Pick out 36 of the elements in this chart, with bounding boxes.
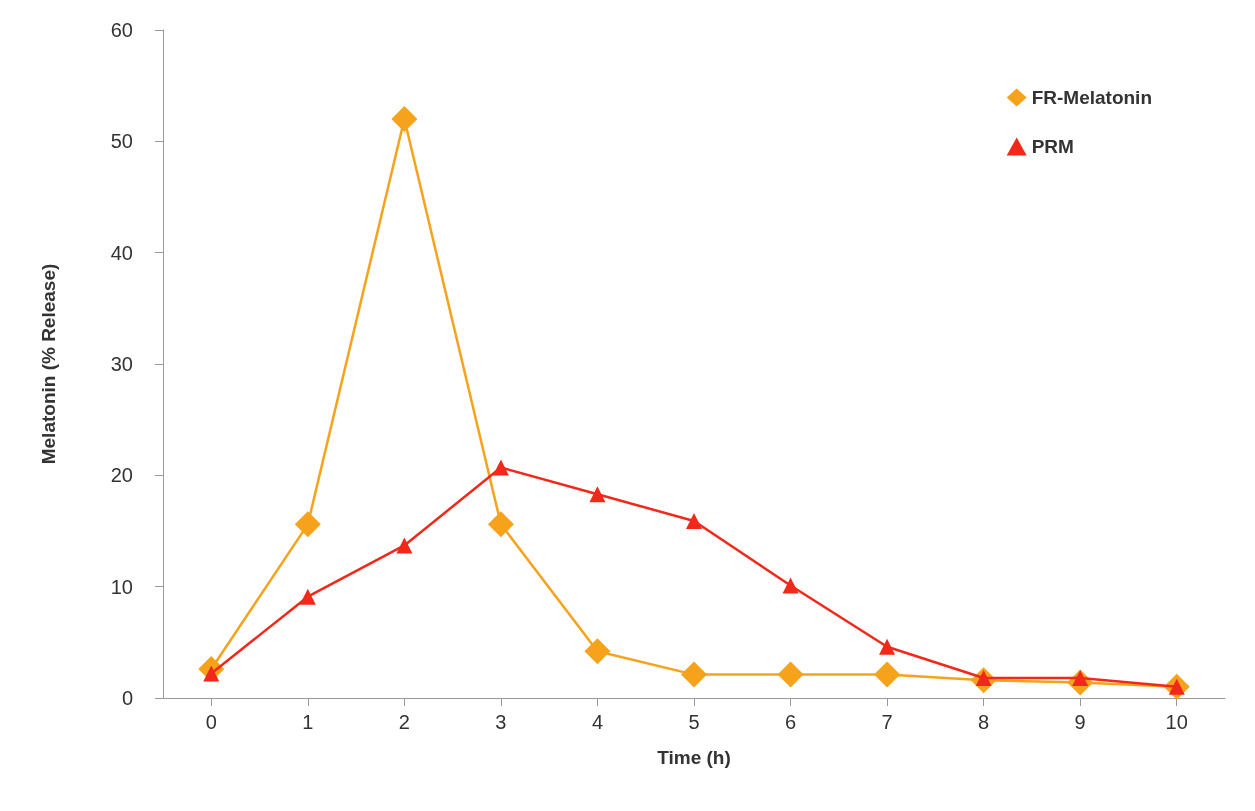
y-tick-label: 60 [110,19,133,41]
point [584,638,611,665]
point [294,511,321,538]
y-tick-label: 10 [110,575,133,598]
legend-label: PRM [1031,136,1074,157]
x-tick-label: 1 [302,711,314,733]
point [782,577,799,594]
x-tick-label: 3 [495,711,507,733]
x-tick-label: 6 [784,711,797,733]
y-tick-label: 40 [110,241,133,264]
point [777,661,804,688]
x-tick-label: 2 [398,711,410,733]
y-axis-title: Melatonin (% Release) [38,263,59,465]
point [299,588,316,605]
point [487,511,514,538]
x-tick-label: 10 [1165,711,1188,733]
x-tick-label: 8 [978,711,990,733]
x-tick-label: 4 [591,711,604,733]
point [879,638,896,655]
y-tick-label: 50 [110,130,133,153]
x-axis-title: Time (h) [657,747,731,768]
point [681,661,707,688]
point [391,106,418,133]
x-tick-label: 9 [1074,711,1086,733]
legend-label: FR-Melatonin [1031,87,1153,108]
y-tick-label: 20 [110,464,133,487]
point [396,537,413,554]
point [686,512,702,529]
x-tick-label: 0 [205,711,217,733]
y-tick-label: 30 [110,353,133,375]
x-tick-label: 7 [881,711,893,733]
point [874,661,901,688]
y-tick-label: 0 [121,687,133,709]
point [492,459,509,476]
point [589,486,606,503]
x-tick-label: 5 [688,711,700,733]
